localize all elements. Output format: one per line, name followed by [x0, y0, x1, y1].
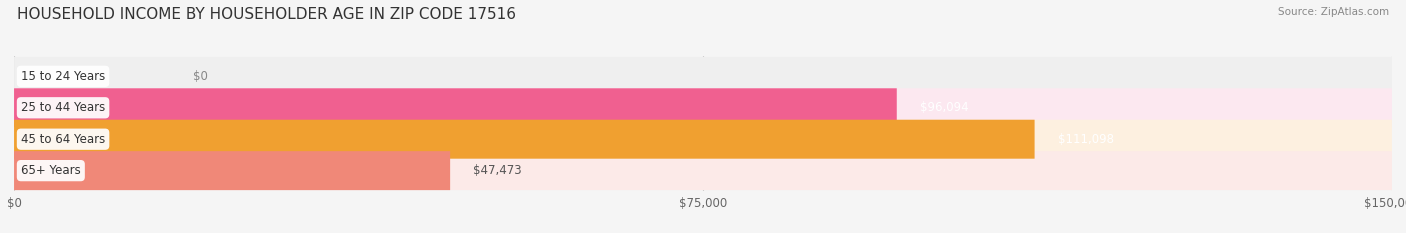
FancyBboxPatch shape: [14, 151, 450, 190]
Text: 25 to 44 Years: 25 to 44 Years: [21, 101, 105, 114]
Text: $47,473: $47,473: [472, 164, 522, 177]
Text: $0: $0: [193, 70, 208, 83]
FancyBboxPatch shape: [14, 88, 1392, 127]
FancyBboxPatch shape: [14, 88, 897, 127]
Text: HOUSEHOLD INCOME BY HOUSEHOLDER AGE IN ZIP CODE 17516: HOUSEHOLD INCOME BY HOUSEHOLDER AGE IN Z…: [17, 7, 516, 22]
Text: $111,098: $111,098: [1057, 133, 1114, 146]
FancyBboxPatch shape: [14, 120, 1392, 159]
Text: 65+ Years: 65+ Years: [21, 164, 80, 177]
Text: 45 to 64 Years: 45 to 64 Years: [21, 133, 105, 146]
Text: 15 to 24 Years: 15 to 24 Years: [21, 70, 105, 83]
FancyBboxPatch shape: [14, 120, 1035, 159]
Text: $96,094: $96,094: [920, 101, 969, 114]
FancyBboxPatch shape: [14, 151, 1392, 190]
FancyBboxPatch shape: [14, 57, 1392, 96]
Text: Source: ZipAtlas.com: Source: ZipAtlas.com: [1278, 7, 1389, 17]
